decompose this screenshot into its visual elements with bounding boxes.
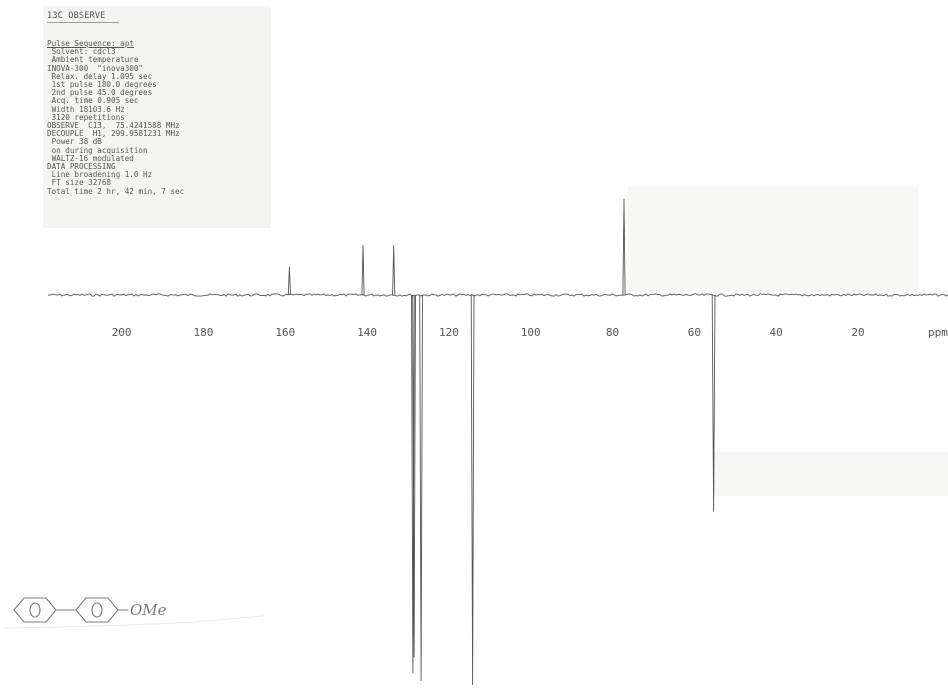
- acquisition-parameters-list: Pulse Sequence: apt Solvent: cdcl3 Ambie…: [47, 39, 185, 196]
- parameter-line: OBSERVE C13, 75.4241588 MHz: [47, 121, 180, 131]
- parameter-line: Width 18103.6 Hz: [47, 104, 125, 114]
- x-tick-label: 80: [606, 326, 619, 339]
- parameter-line: WALTZ-16 modulated: [47, 153, 134, 163]
- scan-shadow-lower: [714, 452, 948, 496]
- spectrum-peak: [470, 294, 475, 686]
- x-tick-label: 20: [851, 326, 864, 339]
- x-tick-label: 100: [521, 326, 541, 339]
- spectrum-peaks: [287, 198, 716, 686]
- x-tick-label: 140: [357, 326, 377, 339]
- parameter-line: DECOUPLE H1, 299.9581231 MHz: [47, 129, 180, 139]
- spectrum-peak: [622, 198, 626, 296]
- parameter-line: Line broadening 1.0 Hz: [47, 170, 153, 180]
- x-tick-label: 120: [439, 326, 459, 339]
- spectrum-peak: [361, 245, 365, 296]
- parameter-line: FT size 32768: [47, 178, 112, 188]
- spectrum-baseline: [47, 293, 948, 297]
- parameter-line: Relax. delay 1.095 sec: [47, 71, 153, 81]
- spectrum-peak: [419, 294, 423, 682]
- x-tick-label: 40: [770, 326, 783, 339]
- x-tick-label: 60: [688, 326, 701, 339]
- pulse-sequence-line: Pulse Sequence: apt: [47, 39, 134, 48]
- parameter-line: Acq. time 0.905 sec: [47, 96, 139, 106]
- x-tick-label: 160: [275, 326, 295, 339]
- parameter-line: Power 38 dB: [47, 137, 102, 147]
- parameter-line: Ambient temperature: [47, 55, 139, 65]
- parameter-line: Solvent: cdcl3: [47, 47, 116, 57]
- parameter-line: DATA PROCESSING: [47, 162, 116, 172]
- structure-substituent-label: OMe: [130, 601, 167, 619]
- spectrum-peak: [412, 294, 416, 658]
- x-axis-tick-labels: 200 180 160 140 120 100 80 60 40 20: [112, 326, 865, 339]
- spectrum-peak: [411, 294, 415, 674]
- spectrum-peak: [711, 294, 716, 512]
- scan-shadow-upper: [628, 186, 918, 292]
- parameter-line: 3120 repetitions: [47, 112, 125, 122]
- acquisition-parameters-panel: 13C OBSERVE Pulse Sequence: apt Solvent:…: [43, 6, 271, 228]
- spectrum-peak: [287, 266, 291, 296]
- experiment-title: 13C OBSERVE: [47, 11, 119, 23]
- x-tick-label: 180: [194, 326, 214, 339]
- parameter-line: Total time 2 hr, 42 min, 7 sec: [47, 186, 185, 196]
- x-tick-label: 200: [112, 326, 132, 339]
- parameter-line: 2nd pulse 45.0 degrees: [47, 88, 153, 98]
- parameter-line: on during acquisition: [47, 145, 148, 155]
- parameter-line: INOVA-300 "inova300": [47, 63, 144, 73]
- spectrum-peak: [392, 245, 396, 296]
- parameter-line: 1st pulse 180.0 degrees: [47, 80, 157, 90]
- x-axis-unit-label: ppm: [928, 326, 948, 339]
- molecule-structure-drawing: OMe: [4, 597, 264, 629]
